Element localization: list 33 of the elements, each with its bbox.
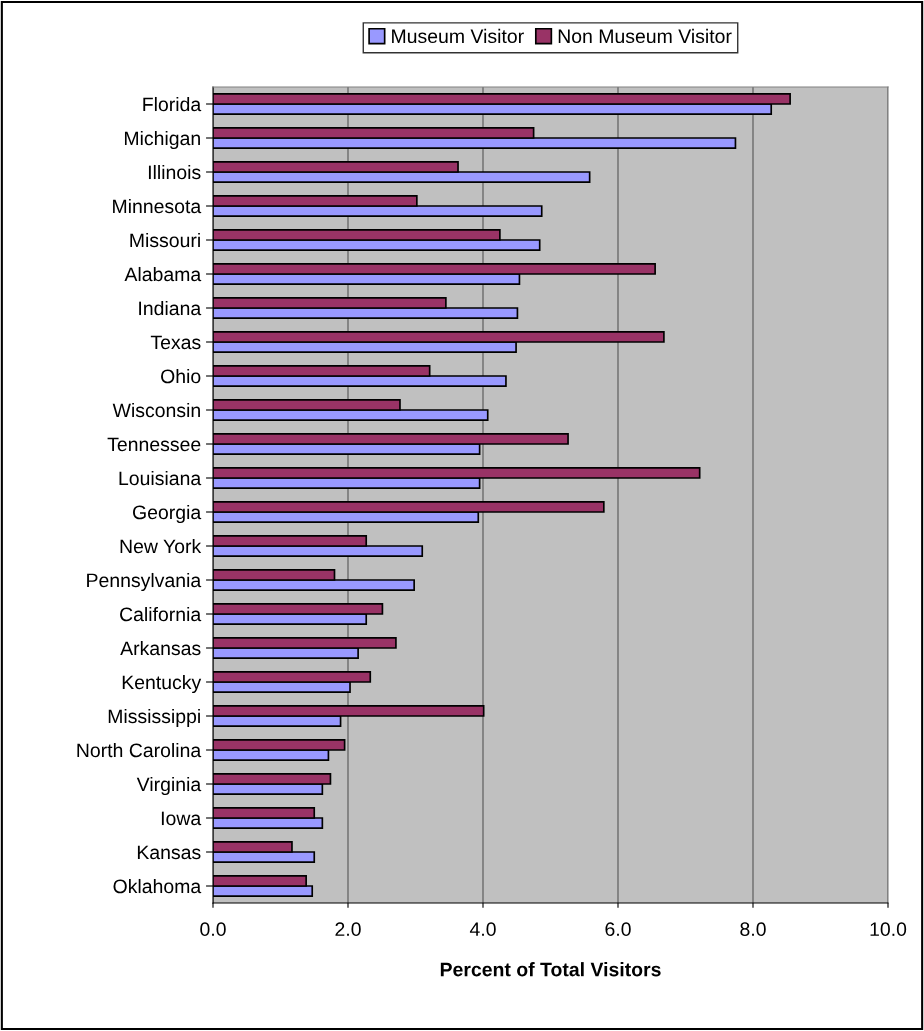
y-tick-label: Florida [143,96,202,112]
y-tick-label: Georgia [133,504,202,524]
x-tick-label: 8.0 [740,922,766,937]
y-tick-label: Oklahoma [113,878,202,894]
y-tick-label: Tennessee [107,437,201,452]
x-axis-title: Percent of Total Visitors [440,962,661,977]
y-tick-label: Ohio [161,368,201,384]
y-tick-label: Missouri [130,232,200,248]
y-tick-label: Indiana [139,300,202,316]
x-tick-label: 2.0 [335,922,361,937]
legend-label: Non Museum Visitor [558,28,732,44]
y-tick-label: Iowa [161,811,202,826]
y-tick-label: Pennsylvania [87,572,202,592]
legend-label: Museum Visitor [392,28,524,44]
x-tick-label: 6.0 [605,922,631,937]
y-tick-label: Illinois [148,164,201,180]
x-tick-label: 4.0 [469,922,496,937]
y-tick-label: Minnesota [113,198,202,214]
y-tick-label: Alabama [124,266,202,282]
y-tick-label: Wisconsin [112,402,200,418]
y-tick-label: Virginia [136,776,202,796]
x-tick-label: 0.0 [200,922,226,937]
y-tick-label: California [120,606,202,622]
y-tick-label: Louisiana [119,470,202,486]
y-tick-label: Michigan [124,130,200,150]
x-tick-label: 10.0 [870,922,907,937]
y-tick-label: Texas [150,335,201,350]
y-tick-label: North Carolina [77,742,202,758]
y-tick-label: Kansas [137,845,201,860]
y-tick-label: Kentucky [122,674,202,694]
y-tick-label: New York [120,538,202,554]
y-tick-label: Mississippi [108,708,200,728]
y-tick-label: Arkansas [120,640,201,656]
